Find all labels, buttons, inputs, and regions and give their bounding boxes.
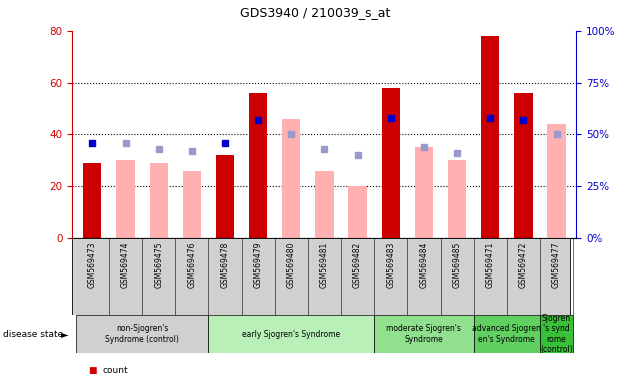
Text: GSM569482: GSM569482 (353, 242, 362, 288)
Bar (316, 170, 333, 238)
Text: GSM569471: GSM569471 (486, 242, 495, 288)
Text: GSM569474: GSM569474 (121, 242, 130, 288)
Bar (547, 124, 566, 238)
Bar (348, 186, 367, 238)
Text: Sjogren
's synd
rome
(control): Sjogren 's synd rome (control) (540, 314, 573, 354)
Text: GSM569476: GSM569476 (187, 242, 197, 288)
Text: ►: ► (60, 329, 68, 339)
Text: GSM569473: GSM569473 (88, 242, 97, 288)
Text: GSM569478: GSM569478 (220, 242, 229, 288)
Text: GDS3940 / 210039_s_at: GDS3940 / 210039_s_at (240, 6, 390, 19)
Bar (374, 315, 474, 353)
Text: count: count (102, 366, 128, 375)
Bar (76, 315, 209, 353)
Bar (83, 163, 101, 238)
Bar (216, 155, 234, 238)
Text: disease state: disease state (3, 329, 64, 339)
Bar (183, 170, 201, 238)
Text: GSM569481: GSM569481 (320, 242, 329, 288)
Text: GSM569480: GSM569480 (287, 242, 296, 288)
Bar (382, 88, 400, 238)
Bar (540, 315, 573, 353)
Bar (117, 161, 135, 238)
Bar (209, 315, 374, 353)
Text: GSM569472: GSM569472 (519, 242, 528, 288)
Bar (448, 161, 466, 238)
Bar (415, 147, 433, 238)
Text: GSM569479: GSM569479 (254, 242, 263, 288)
Bar (249, 93, 267, 238)
Bar (474, 315, 540, 353)
Bar (282, 119, 301, 238)
Text: advanced Sjogren
en's Syndrome: advanced Sjogren en's Syndrome (472, 324, 541, 344)
Text: early Sjogren's Syndrome: early Sjogren's Syndrome (242, 329, 340, 339)
Bar (481, 36, 500, 238)
Text: GSM569475: GSM569475 (154, 242, 163, 288)
Text: moderate Sjogren's
Syndrome: moderate Sjogren's Syndrome (386, 324, 461, 344)
Bar (149, 163, 168, 238)
Text: GSM569477: GSM569477 (552, 242, 561, 288)
Text: non-Sjogren's
Syndrome (control): non-Sjogren's Syndrome (control) (105, 324, 179, 344)
Text: GSM569484: GSM569484 (420, 242, 428, 288)
Bar (514, 93, 532, 238)
Text: ■: ■ (88, 366, 96, 375)
Text: GSM569485: GSM569485 (452, 242, 462, 288)
Text: GSM569483: GSM569483 (386, 242, 395, 288)
